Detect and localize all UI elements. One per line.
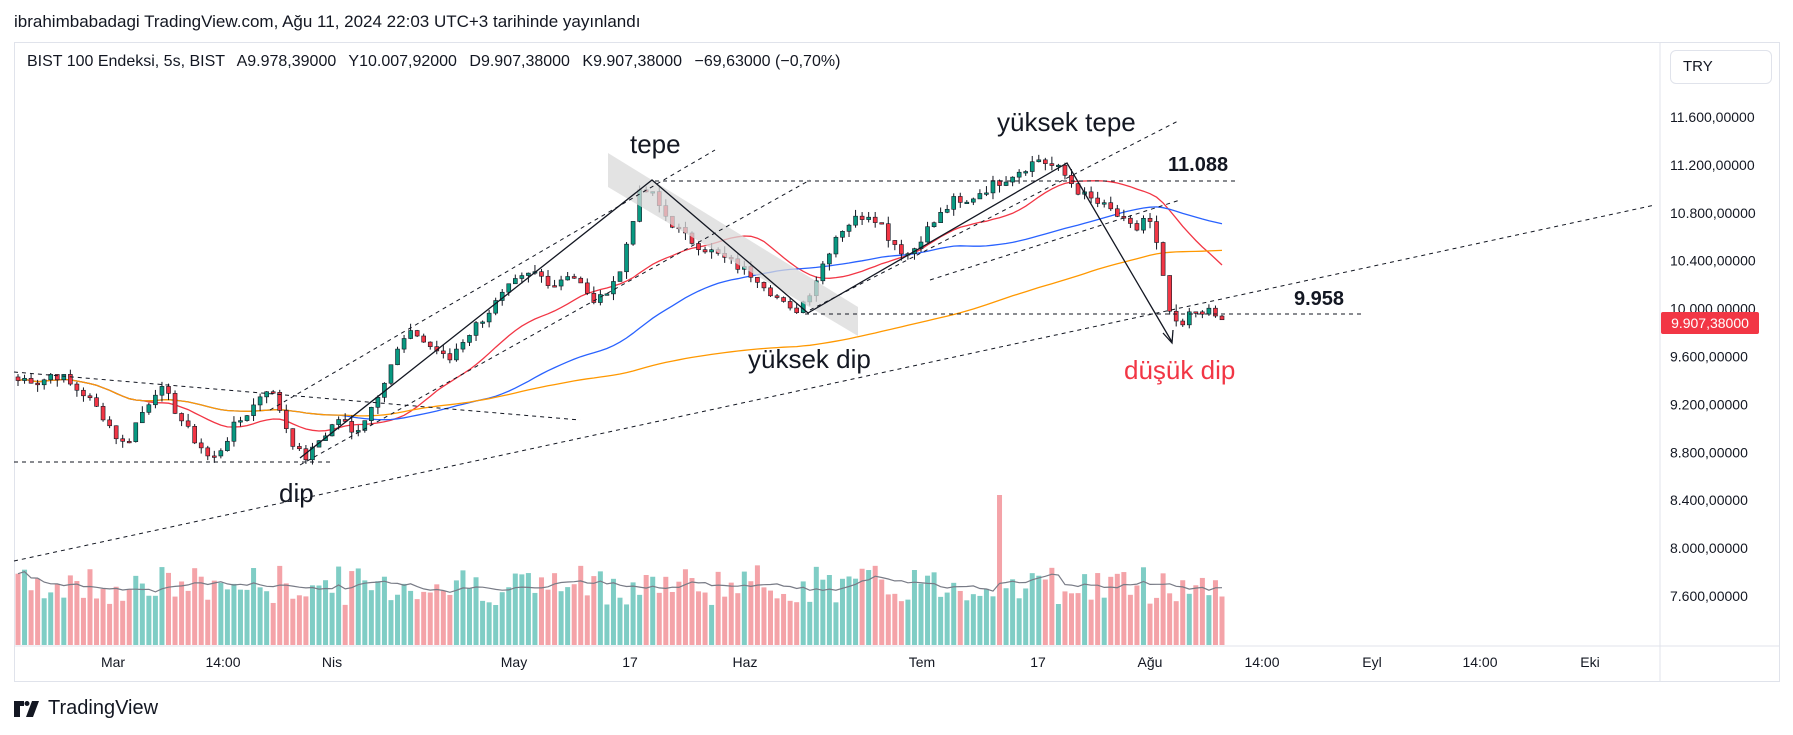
tradingview-logo-icon [14,700,39,717]
publication-caption: ibrahimbabadagi TradingView.com, Ağu 11,… [14,12,641,31]
legend-close: K9.907,38000 [582,53,683,70]
legend-change: −69,63000 (−0,70%) [694,53,841,70]
tradingview-logo[interactable]: TradingView [14,697,158,720]
legend-open: A9.978,39000 [236,53,337,70]
ohlc-legend: BIST 100 Endeksi, 5s, BIST A9.978,39000 … [27,53,848,71]
chart-frame[interactable] [14,42,1780,682]
tradingview-logo-text: TradingView [48,697,159,719]
legend-high: Y10.007,92000 [348,53,457,70]
legend-symbol: BIST 100 Endeksi, 5s, BIST [27,53,226,70]
legend-low: D9.907,38000 [469,53,570,70]
last-price-tag: 9.907,38000 [1661,312,1759,334]
currency-button[interactable]: TRY [1670,50,1772,84]
